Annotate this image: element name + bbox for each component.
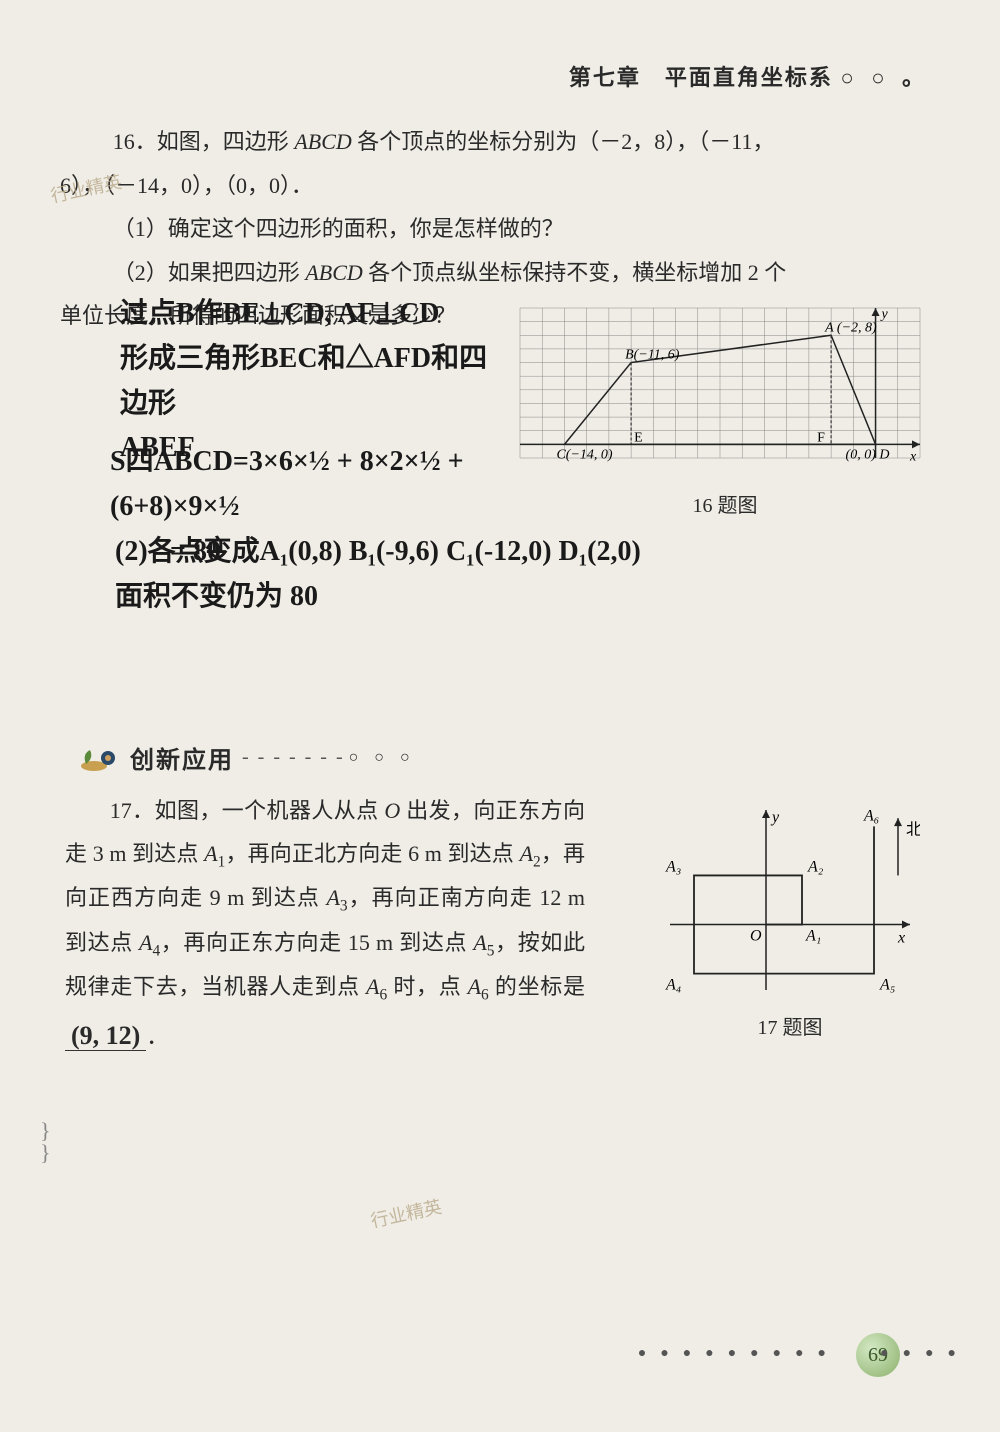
svg-text:A₆: A₆: [863, 807, 879, 824]
section-header: 创新应用 - - - - - - - ○ ○ ○: [80, 740, 416, 775]
chart-16: A (−2, 8) B(−11, 6) C(−14, 0) (0, 0) D x y E F: [510, 298, 940, 478]
p16-l1a: 16．如图，四边形: [113, 129, 295, 154]
chart-16-caption: 16 题图: [510, 489, 940, 518]
svg-text:E: E: [634, 430, 643, 445]
p16-q2a: （2）如果把四边形 ABCD 各个顶点纵坐标保持不变，横坐标增加 2 个: [60, 253, 940, 293]
svg-text:A₄: A₄: [665, 977, 681, 994]
svg-text:A₁: A₁: [805, 928, 821, 945]
problem-17: 17．如图，一个机器人从点 O 出发，向正东方向走 3 m 到达点 A1，再向正…: [65, 790, 585, 1061]
p16-q2-abcd: ABCD: [305, 260, 362, 285]
svg-text:x: x: [909, 449, 917, 464]
hw16-p2l1: (2)各点变成A₁(0,8) B₁(-9,6) C₁(-12,0) D₁(2,0…: [115, 530, 915, 575]
hw16-l2: 形成三角形BEC和△AFD和四边形: [120, 337, 500, 427]
hw16-calc1: S四ABCD=3×6×½ + 8×2×½ + (6+8)×9×½: [110, 440, 510, 530]
section-icon: [80, 744, 122, 772]
p16-q2-a: （2）如果把四边形: [113, 260, 306, 285]
watermark-2: 行业精英: [368, 1193, 444, 1233]
svg-text:A (−2, 8): A (−2, 8): [824, 320, 877, 335]
svg-text:(0, 0) D: (0, 0) D: [846, 447, 890, 462]
section-dashes: - - - - - - -: [242, 746, 345, 769]
hw16-l1: 过点B作BE⊥CD, AF⊥CD: [120, 292, 500, 337]
chapter-title: 第七章 平面直角坐标系: [569, 65, 833, 90]
p17-text: 17．如图，一个机器人从点 O 出发，向正东方向走 3 m 到达点 A1，再向正…: [65, 790, 585, 1061]
handwritten-16c: (2)各点变成A₁(0,8) B₁(-9,6) C₁(-12,0) D₁(2,0…: [115, 530, 915, 620]
svg-text:A₅: A₅: [879, 977, 895, 994]
svg-text:O: O: [750, 928, 762, 945]
svg-text:x: x: [897, 930, 905, 947]
svg-text:北: 北: [906, 821, 920, 839]
p16-line1: 16．如图，四边形 ABCD 各个顶点的坐标分别为（－2，8），（－11，: [60, 122, 940, 162]
edge-mark: }}: [40, 1120, 51, 1164]
svg-text:y: y: [880, 307, 889, 322]
p16-line2: 6），（－14，0），（0，0）．: [60, 166, 940, 206]
svg-text:F: F: [817, 430, 825, 445]
chart-17-wrap: 北 Ox y A₁ A₂ A₃ A₄ A₅ A₆ 17 题图: [660, 800, 920, 1040]
p16-q1: （1）确定这个四边形的面积，你是怎样做的？: [60, 209, 940, 249]
chart-17-caption: 17 题图: [660, 1011, 920, 1040]
svg-text:C(−14, 0): C(−14, 0): [556, 447, 612, 462]
hw16-p2l2: 面积不变仍为 80: [115, 575, 915, 620]
section-dots: ○ ○ ○: [349, 749, 416, 767]
chart-16-wrap: A (−2, 8)B(−11, 6)C(−14, 0)(0, 0) DxyEF …: [510, 298, 940, 518]
chapter-header: 第七章 平面直角坐标系 ○ ○ 。: [60, 60, 940, 92]
chart-17: 北 Ox y A₁ A₂ A₃ A₄ A₅ A₆: [660, 800, 920, 1000]
svg-text:B(−11, 6): B(−11, 6): [625, 348, 680, 363]
footer-dots-left: ●●●●●●●●●: [638, 1346, 840, 1362]
header-circles: ○ ○ 。: [840, 65, 930, 90]
footer-dots-right: ●●●●: [880, 1346, 970, 1362]
svg-text:A₃: A₃: [665, 858, 681, 875]
section-title: 创新应用: [130, 740, 234, 775]
svg-text:A₂: A₂: [807, 858, 824, 875]
p16-abcd: ABCD: [294, 129, 351, 154]
p16-l1b: 各个顶点的坐标分别为（－2，8），（－11，: [352, 129, 775, 154]
svg-text:y: y: [770, 809, 780, 826]
p16-q2-b: 各个顶点纵坐标保持不变，横坐标增加 2 个: [363, 260, 787, 285]
